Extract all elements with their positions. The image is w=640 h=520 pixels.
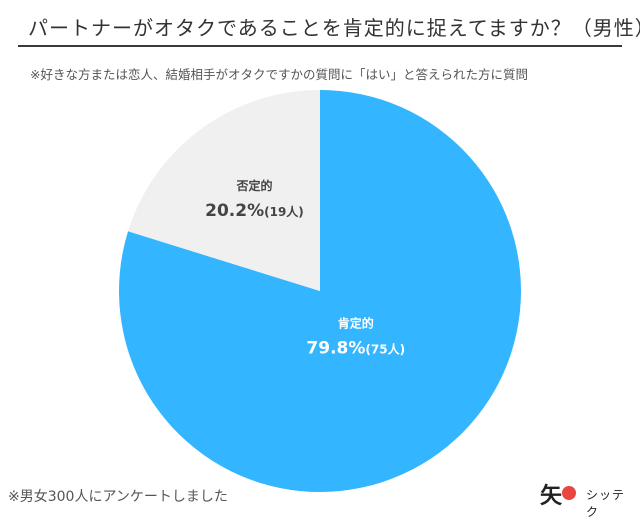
slice-label-2: 否定的 xyxy=(235,178,272,193)
title-divider xyxy=(18,45,622,47)
brand-logo: 矢 シッテク xyxy=(540,478,632,519)
logo-mark: 矢 xyxy=(540,483,563,509)
pie-labels: 肯定的 79.8%(75人) 否定的 20.2%(19人) xyxy=(205,178,405,359)
logo-text: シッテク xyxy=(586,488,626,519)
chart-title: パートナーがオタクであることを肯定的に捉えてますか？（男性） xyxy=(28,16,640,40)
pie-slices xyxy=(118,90,522,492)
logo-dot-icon xyxy=(562,486,576,500)
chart-subtitle: ※好きな方または恋人、結婚相手がオタクですかの質問に「はい」と答えられた方に質問 xyxy=(30,67,528,82)
slice-value-2: 20.2%(19人) xyxy=(205,201,304,221)
pie-slice-1 xyxy=(118,90,522,492)
footnote: ※男女300人にアンケートしました xyxy=(8,489,228,505)
slice-value-1: 79.8%(75人) xyxy=(306,339,405,359)
pie-slice-2 xyxy=(128,90,320,291)
slice-label-1: 肯定的 xyxy=(338,316,374,331)
